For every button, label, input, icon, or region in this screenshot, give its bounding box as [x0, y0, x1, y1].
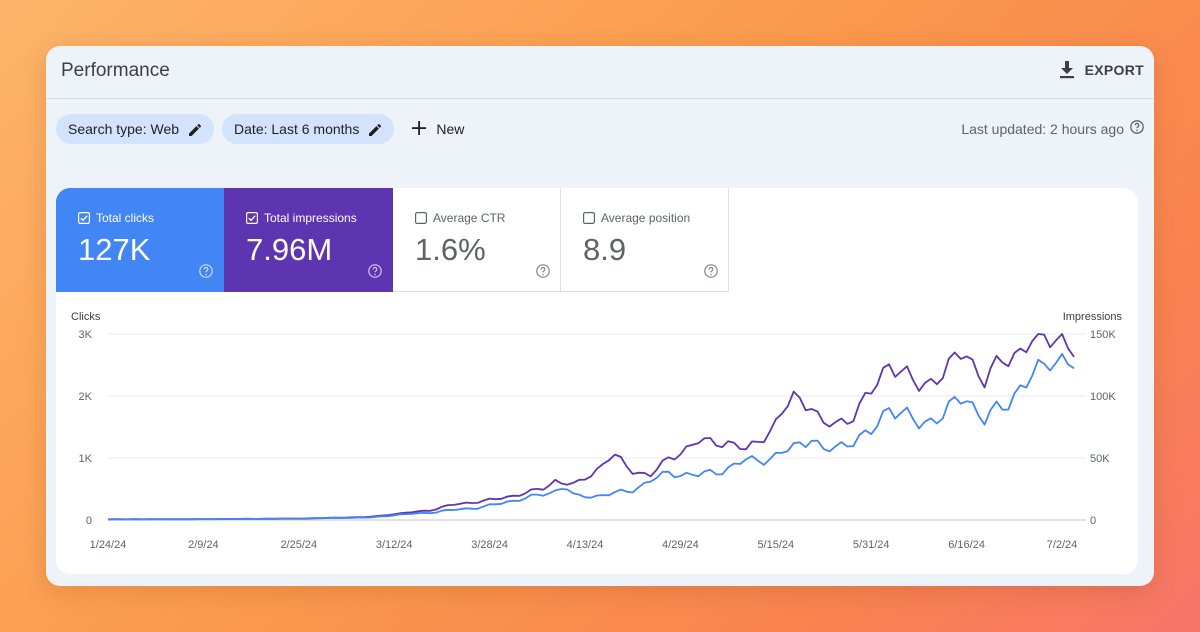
checkbox-checked-icon[interactable]: [246, 211, 259, 225]
checkbox-checked-icon[interactable]: [78, 211, 91, 225]
left-tick-label: 3K: [79, 329, 93, 341]
checkbox-unchecked-icon[interactable]: [415, 211, 428, 225]
metric-tabs: Total clicks 127K Total impressions 7.96…: [56, 188, 729, 292]
panel-header: Performance EXPORT: [46, 46, 1154, 99]
new-filter-label: New: [436, 121, 465, 137]
last-updated: Last updated: 2 hours ago: [961, 120, 1144, 137]
metric-total-clicks[interactable]: Total clicks 127K: [56, 188, 224, 292]
metric-value: 127K: [78, 232, 151, 267]
metric-value: 8.9: [583, 232, 627, 267]
x-tick-label: 3/12/24: [376, 539, 413, 551]
metric-total-impressions[interactable]: Total impressions 7.96M: [224, 188, 393, 292]
metric-label: Average position: [601, 211, 691, 225]
x-tick-label: 7/2/24: [1047, 539, 1078, 551]
x-tick-label: 4/29/24: [662, 539, 699, 551]
performance-panel: Performance EXPORT Search type: Web Date…: [46, 46, 1154, 586]
left-tick-label: 2K: [79, 391, 93, 403]
metric-average-position[interactable]: Average position 8.9: [561, 188, 729, 292]
x-axis-ticks: 1/24/24 2/9/24 2/25/24 3/12/24 3/28/24 4/13/2…: [90, 539, 1078, 551]
checkbox-unchecked-icon[interactable]: [583, 211, 596, 225]
left-axis-title: Clicks: [71, 311, 101, 323]
impressions-series-line: [107, 333, 1075, 521]
chip-label: Search type: Web: [68, 121, 180, 137]
x-tick-label: 5/31/24: [853, 539, 890, 551]
chart-gridlines: [108, 333, 1086, 521]
metric-label: Average CTR: [433, 211, 506, 225]
date-range-chip[interactable]: Date: Last 6 months: [222, 114, 395, 144]
left-axis-ticks: 0 1K 2K 3K: [79, 329, 93, 527]
help-icon[interactable]: [368, 264, 382, 283]
page-title: Performance: [61, 60, 170, 81]
help-icon[interactable]: [199, 264, 213, 283]
x-tick-label: 5/15/24: [757, 539, 794, 551]
export-label: EXPORT: [1084, 62, 1144, 78]
help-icon[interactable]: [536, 264, 550, 283]
help-icon[interactable]: [704, 264, 718, 283]
new-filter-button[interactable]: New: [412, 120, 465, 138]
x-tick-label: 3/28/24: [471, 539, 508, 551]
x-tick-label: 2/25/24: [280, 539, 317, 551]
chart-series: [107, 333, 1075, 521]
x-tick-label: 1/24/24: [90, 539, 127, 551]
metric-label: Total impressions: [264, 211, 357, 225]
metric-value: 1.6%: [415, 232, 486, 267]
x-tick-label: 4/13/24: [567, 539, 604, 551]
right-axis-ticks: 0 50K 100K 150K: [1090, 329, 1116, 527]
metric-average-ctr[interactable]: Average CTR 1.6%: [393, 188, 561, 292]
search-type-chip[interactable]: Search type: Web: [56, 114, 215, 144]
last-updated-text: Last updated: 2 hours ago: [961, 120, 1124, 137]
download-icon: [1059, 61, 1075, 79]
edit-icon: [369, 123, 382, 136]
performance-card: Total clicks 127K Total impressions 7.96…: [56, 188, 1138, 574]
export-button[interactable]: EXPORT: [1059, 58, 1144, 82]
left-tick-label: 1K: [79, 453, 93, 465]
right-tick-label: 100K: [1090, 391, 1116, 403]
chip-label: Date: Last 6 months: [234, 121, 360, 137]
right-tick-label: 50K: [1090, 453, 1110, 465]
x-tick-label: 6/16/24: [948, 539, 985, 551]
metric-value: 7.96M: [246, 232, 333, 267]
help-icon[interactable]: [1130, 120, 1144, 137]
right-tick-label: 0: [1090, 515, 1096, 527]
x-tick-label: 2/9/24: [188, 539, 219, 551]
metric-label: Total clicks: [96, 211, 155, 225]
filter-bar: Search type: Web Date: Last 6 months New: [56, 114, 464, 144]
edit-icon: [189, 123, 202, 136]
plus-icon: [412, 120, 427, 138]
clicks-series-line: [107, 353, 1075, 521]
right-tick-label: 150K: [1090, 329, 1116, 341]
right-axis-title: Impressions: [1063, 311, 1123, 323]
left-tick-label: 0: [86, 515, 92, 527]
